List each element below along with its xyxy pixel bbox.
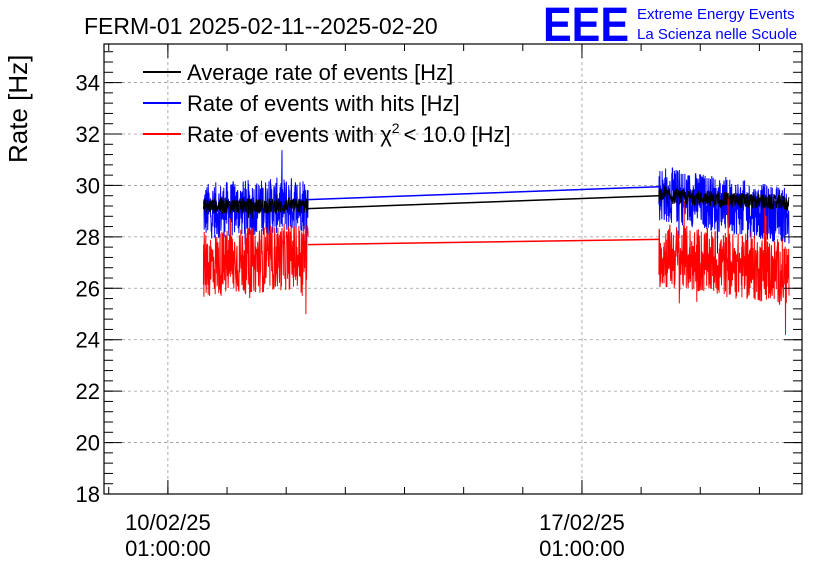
- legend-label-hits: Rate of events with hits [Hz]: [187, 91, 460, 116]
- legend-chi2-symbol: χ: [380, 122, 392, 147]
- y-tick-label: 18: [76, 482, 100, 507]
- series-gap-line: [308, 185, 659, 201]
- y-tick-label: 34: [76, 71, 100, 96]
- series-line: [658, 167, 790, 259]
- x-tick-label-time: 01:00:00: [125, 536, 211, 561]
- x-tick-label-date: 10/02/25: [125, 510, 211, 535]
- series-line: [202, 194, 309, 220]
- series-line: [202, 218, 309, 315]
- legend-label-chi2: Rate of events with χ2 < 10.0 [Hz]: [187, 120, 511, 147]
- ticks: [104, 44, 802, 495]
- legend-chi2-tail: < 10.0 [Hz]: [404, 122, 511, 147]
- y-tick-label: 24: [76, 328, 100, 353]
- series-line: [658, 185, 790, 211]
- plot-frame: [103, 43, 803, 495]
- logo-line1: Extreme Energy Events: [637, 6, 795, 23]
- y-tick-label: 26: [76, 276, 100, 301]
- legend-label-average: Average rate of events [Hz]: [187, 60, 453, 85]
- y-tick-label: 28: [76, 225, 100, 250]
- x-tick-label-date: 17/02/25: [539, 510, 625, 535]
- y-tick-label: 30: [76, 173, 100, 198]
- series-layer: [202, 150, 790, 335]
- tick-labels: 18202224262830323410/02/2501:00:0017/02/…: [76, 71, 625, 561]
- eee-logo: EEE Extreme Energy Events La Scienza nel…: [543, 0, 797, 52]
- logo-mark: EEE: [543, 0, 629, 52]
- legend: Average rate of events [Hz] Rate of even…: [143, 60, 511, 147]
- chart-title: FERM-01 2025-02-11--2025-02-20: [84, 13, 438, 39]
- legend-chi2-sup: 2: [392, 120, 400, 136]
- y-tick-label: 20: [76, 431, 100, 456]
- series-gap-line: [308, 238, 659, 246]
- x-tick-label-time: 01:00:00: [539, 536, 625, 561]
- y-tick-label: 32: [76, 122, 100, 147]
- series-line: [658, 198, 790, 335]
- series-gap-line: [308, 194, 659, 210]
- legend-chi2-text: Rate of events with: [187, 122, 374, 147]
- logo-line2: La Scienza nelle Scuole: [637, 26, 797, 43]
- y-axis-title: Rate [Hz]: [3, 55, 33, 163]
- y-tick-label: 22: [76, 379, 100, 404]
